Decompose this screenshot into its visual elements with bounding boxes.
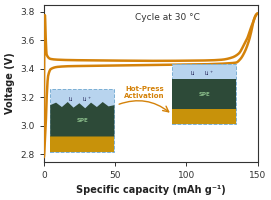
Text: SPE: SPE: [76, 118, 88, 123]
Bar: [172, 79, 236, 109]
Text: SPE: SPE: [198, 92, 210, 97]
Text: Cycle at 30 °C: Cycle at 30 °C: [135, 13, 200, 22]
Text: Li: Li: [190, 71, 195, 76]
Y-axis label: Voltage (V): Voltage (V): [5, 52, 15, 114]
Text: Hot-Press
Activation: Hot-Press Activation: [124, 86, 164, 99]
Bar: [50, 136, 114, 152]
Text: Li$^+$: Li$^+$: [82, 95, 92, 104]
Bar: [50, 89, 114, 152]
Bar: [172, 64, 236, 124]
X-axis label: Specific capacity (mAh g⁻¹): Specific capacity (mAh g⁻¹): [76, 185, 225, 195]
Bar: [172, 109, 236, 124]
Text: Li$^+$: Li$^+$: [204, 69, 214, 78]
Polygon shape: [50, 102, 114, 136]
Text: Li: Li: [69, 97, 73, 102]
